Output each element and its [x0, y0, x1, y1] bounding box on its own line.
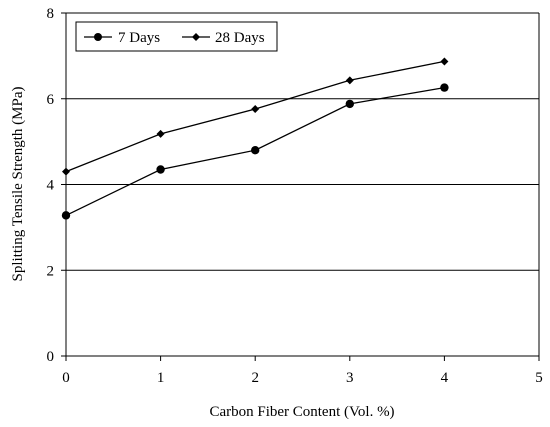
x-tick-label: 3 [346, 370, 354, 386]
data-point-28-days [440, 57, 449, 66]
legend-label-7-days: 7 Days [118, 30, 160, 46]
data-point-7-days [440, 83, 449, 92]
y-tick-label: 4 [47, 178, 55, 194]
data-point-7-days [156, 165, 165, 174]
data-point-28-days [62, 167, 70, 176]
data-point-28-days [251, 105, 260, 114]
y-tick-label: 6 [47, 92, 55, 108]
axes [65, 12, 540, 357]
y-tick-label: 8 [47, 6, 55, 22]
x-tick-label: 5 [535, 370, 543, 386]
legend-label-28-days: 28 Days [215, 30, 265, 46]
y-tick-label: 2 [47, 263, 55, 279]
data-point-28-days [345, 76, 354, 85]
legend-marker-28-days [192, 33, 200, 41]
x-tick-label: 0 [62, 370, 70, 386]
x-tick-labels: 0 1 2 3 4 5 [62, 356, 543, 386]
legend-marker-7-days [94, 33, 102, 41]
data-point-7-days [345, 99, 354, 109]
data-point-7-days [61, 211, 71, 220]
data-point-28-days [156, 129, 165, 138]
y-tick-label: 0 [47, 349, 55, 365]
series [61, 57, 449, 220]
data-point-7-days [251, 146, 260, 155]
x-tick-label: 2 [251, 370, 259, 386]
gridlines [66, 98, 539, 271]
y-tick-labels: 0 2 4 6 8 [47, 6, 66, 365]
x-axis-title: Carbon Fiber Content (Vol. %) [209, 404, 394, 420]
y-axis-title: Splitting Tensile Strength (MPa) [10, 87, 26, 282]
series-line-28-days [65, 60, 445, 173]
legend: 7 Days 28 Days [75, 21, 278, 52]
x-tick-label: 1 [157, 370, 165, 386]
x-tick-label: 4 [441, 370, 449, 386]
